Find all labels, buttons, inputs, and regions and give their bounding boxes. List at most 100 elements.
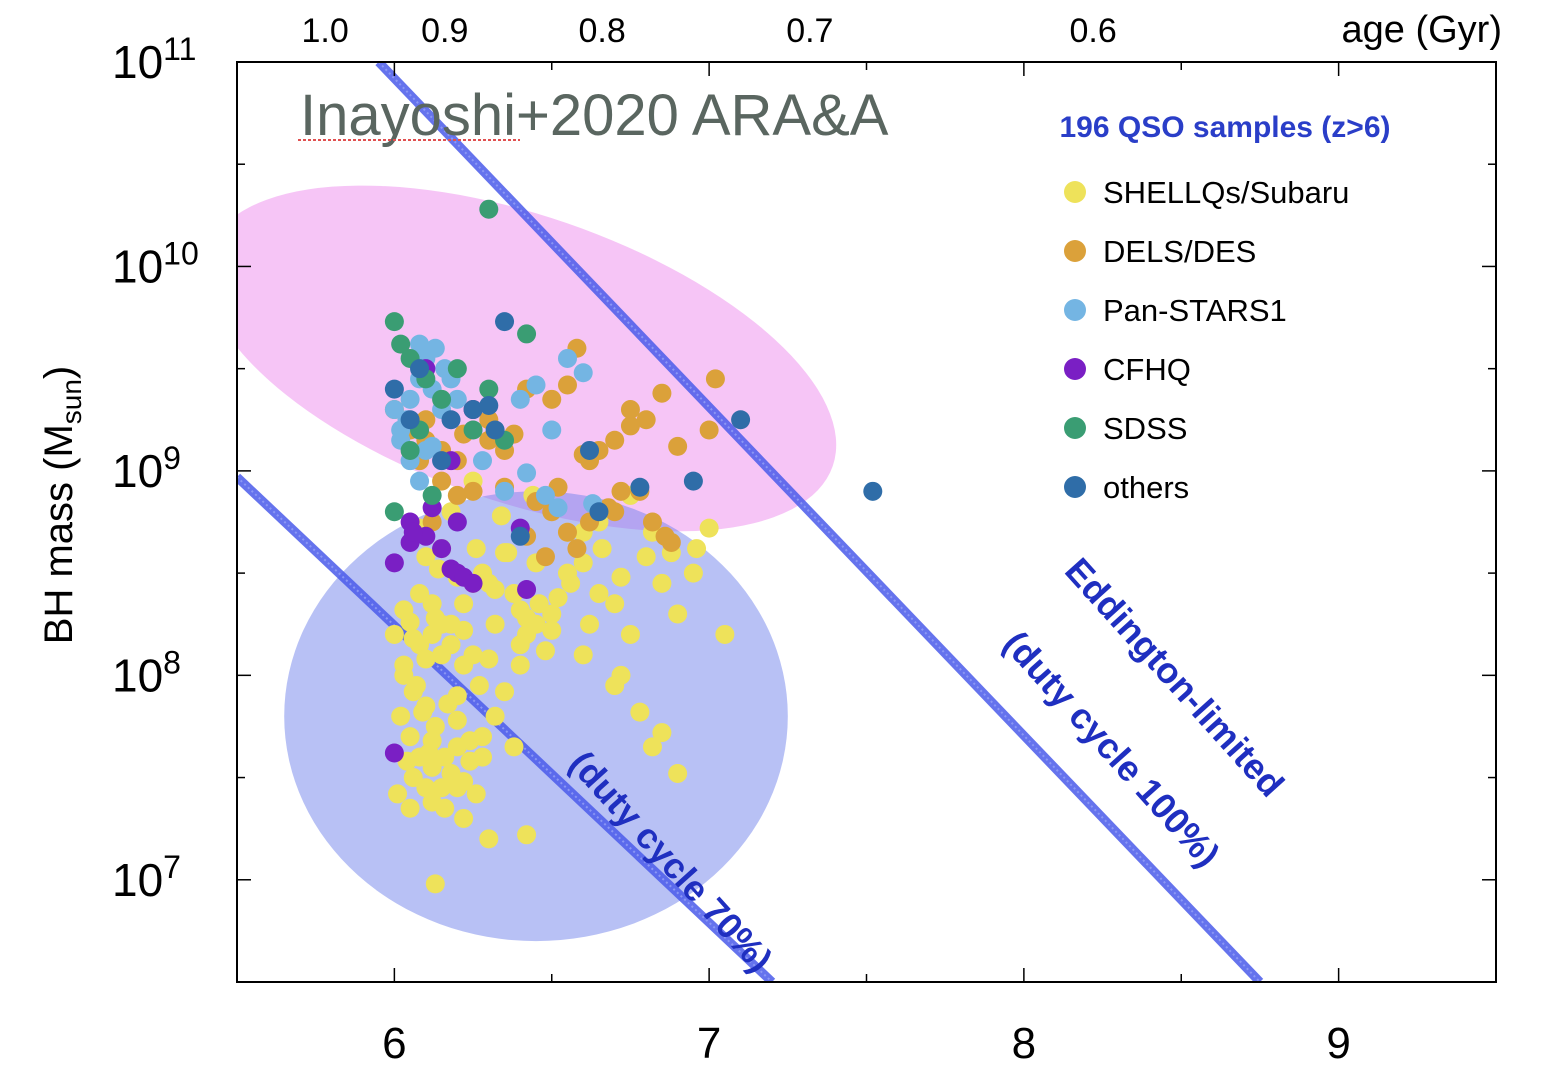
top-tick-label: 0.8 [578,12,625,50]
data-point-pan-stars1 [495,481,515,501]
data-point-shellqs-subaru [441,635,461,655]
legend-label: CFHQ [1103,352,1191,387]
legend-marker [1064,417,1086,439]
data-point-shellqs-subaru [473,727,493,747]
data-point-pan-stars1 [410,334,430,354]
legend-label: others [1103,470,1189,505]
legend-marker [1064,240,1086,262]
data-point-dels-des [620,400,640,420]
data-point-others [479,395,499,415]
data-point-shellqs-subaru [642,737,662,757]
data-point-shellqs-subaru [652,573,672,593]
data-point-shellqs-subaru [447,710,467,730]
eddington-limited-curve-texture [377,62,1261,982]
data-point-shellqs-subaru [491,506,511,526]
data-point-pan-stars1 [535,485,555,505]
data-point-shellqs-subaru [466,539,486,559]
data-point-dels-des [642,512,662,532]
data-point-others [731,410,751,430]
data-point-shellqs-subaru [454,808,474,828]
legend-marker [1064,181,1086,203]
top-tick-label: 0.9 [421,12,468,50]
legend-label: SHELLQs/Subaru [1103,175,1349,210]
data-point-cfhq [403,522,423,542]
data-point-shellqs-subaru [416,649,436,669]
data-point-others [463,400,483,420]
data-point-pan-stars1 [425,338,445,358]
chart-title: Inayoshi+2020 ARA&A [300,83,889,148]
data-point-dels-des [611,481,631,501]
data-point-sdss [432,389,452,409]
top-axis-label: age (Gyr) [1342,9,1502,51]
data-point-sdss [463,420,483,440]
top-tick-label: 0.7 [786,12,833,50]
data-point-shellqs-subaru [589,584,609,604]
data-point-sdss [422,485,442,505]
svg-text:BH mass (Msun): BH mass (Msun) [37,366,87,644]
data-point-shellqs-subaru [630,702,650,722]
data-point-pan-stars1 [557,348,577,368]
data-point-sdss [384,502,404,522]
data-point-shellqs-subaru [636,547,656,567]
data-point-shellqs-subaru [683,563,703,583]
data-point-cfhq [517,579,537,599]
data-point-shellqs-subaru [447,737,467,757]
data-point-sdss [479,199,499,219]
data-point-others [432,451,452,471]
legend-marker [1064,358,1086,380]
data-point-shellqs-subaru [454,620,474,640]
data-point-shellqs-subaru [403,768,423,788]
eddington-label: Eddington-limited [1057,550,1292,805]
data-point-shellqs-subaru [422,757,442,777]
y-tick-label: 107 [112,849,181,906]
data-point-shellqs-subaru [413,702,433,722]
data-point-others [630,477,650,497]
data-point-shellqs-subaru [479,573,499,593]
data-point-shellqs-subaru [687,539,707,559]
growth-curves [237,62,1264,982]
data-point-shellqs-subaru [542,620,562,640]
data-point-dels-des [668,436,688,456]
y-axis-label-main: BH mass (M [37,424,81,644]
data-point-dels-des [605,430,625,450]
data-point-pan-stars1 [510,389,530,409]
data-point-shellqs-subaru [573,553,593,573]
data-point-dels-des [705,369,725,389]
x-tick-label: 7 [697,1019,721,1068]
series-others [384,312,883,546]
data-point-sdss [447,359,467,379]
data-point-shellqs-subaru [425,716,445,736]
x-tick-label: 8 [1012,1019,1036,1068]
data-point-shellqs-subaru [510,655,530,675]
data-point-sdss [384,312,404,332]
data-point-pan-stars1 [422,436,442,456]
data-point-shellqs-subaru [605,594,625,614]
legend-marker [1064,299,1086,321]
data-point-shellqs-subaru [580,614,600,634]
data-point-shellqs-subaru [394,655,414,675]
data-point-shellqs-subaru [394,600,414,620]
data-point-shellqs-subaru [463,645,483,665]
data-point-shellqs-subaru [605,676,625,696]
data-point-shellqs-subaru [573,645,593,665]
data-point-shellqs-subaru [435,747,455,767]
data-point-shellqs-subaru [410,584,430,604]
data-point-shellqs-subaru [529,594,549,614]
data-point-shellqs-subaru [466,784,486,804]
data-points [384,199,883,894]
data-point-others [580,440,600,460]
data-point-pan-stars1 [447,389,467,409]
y-tick-label: 108 [112,644,181,701]
data-point-shellqs-subaru [460,751,480,771]
data-point-dels-des [567,539,587,559]
data-point-pan-stars1 [526,375,546,395]
data-point-sdss [400,440,420,460]
legend-item-shellqs-subaru: SHELLQs/Subaru [1064,175,1349,210]
data-point-dels-des [620,416,640,436]
data-point-shellqs-subaru [454,594,474,614]
data-point-others [495,312,515,332]
data-point-shellqs-subaru [620,624,640,644]
data-point-others [683,471,703,491]
data-point-sdss [391,334,411,354]
